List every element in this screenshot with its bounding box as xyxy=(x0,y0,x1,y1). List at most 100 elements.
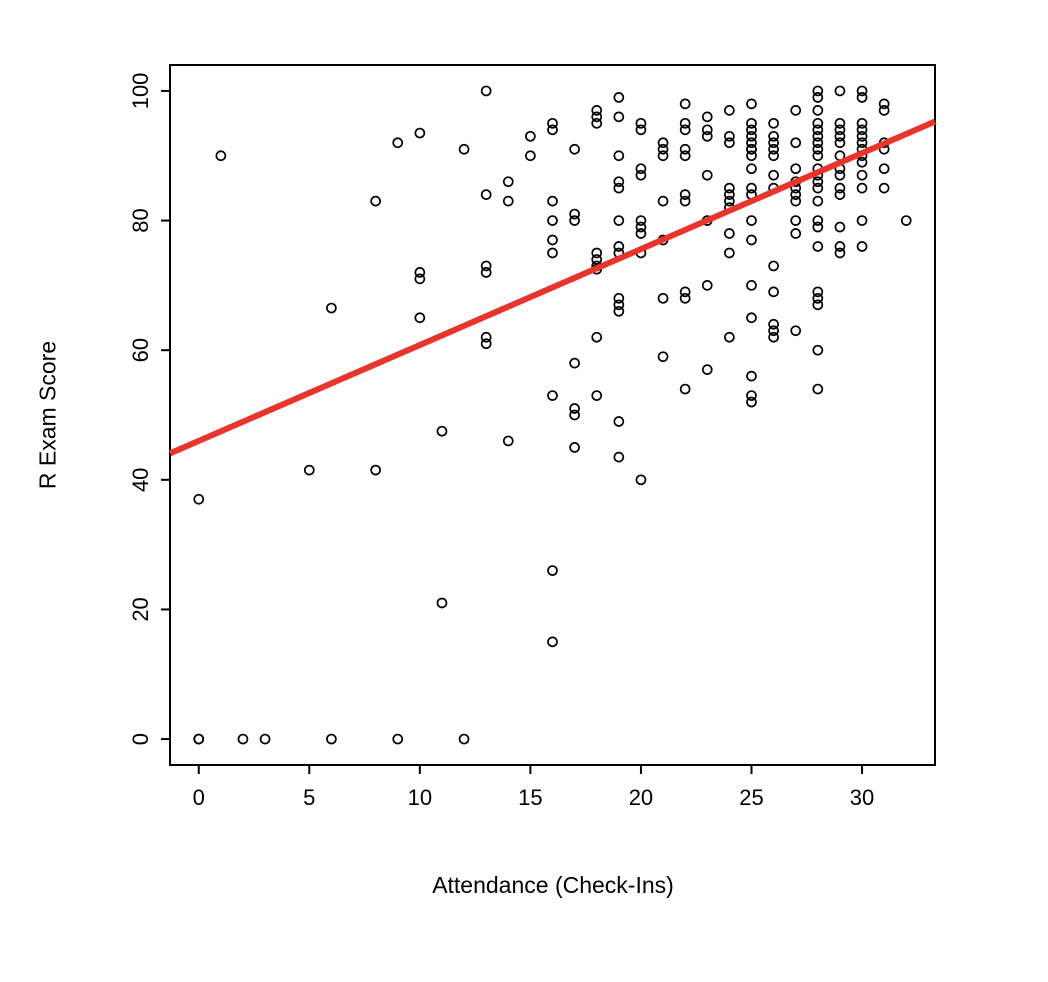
data-point xyxy=(613,150,625,162)
data-point xyxy=(591,254,603,265)
data-point xyxy=(502,195,514,207)
data-point xyxy=(812,299,824,311)
data-point xyxy=(834,241,846,252)
data-point xyxy=(768,325,779,337)
data-point xyxy=(746,182,757,194)
x-tick-label: 20 xyxy=(629,785,653,810)
data-point xyxy=(547,234,558,246)
data-point xyxy=(679,286,691,298)
data-point xyxy=(724,195,735,207)
data-point xyxy=(525,130,536,142)
data-point xyxy=(193,733,205,745)
data-point xyxy=(834,85,846,97)
data-point xyxy=(724,105,735,116)
data-point xyxy=(392,733,404,745)
y-tick-label: 60 xyxy=(128,338,153,362)
data-point xyxy=(768,130,779,142)
data-point xyxy=(569,215,580,226)
data-point xyxy=(525,150,536,162)
data-point xyxy=(569,403,580,414)
data-point xyxy=(834,247,846,259)
data-point xyxy=(746,390,757,401)
data-point xyxy=(259,733,271,745)
data-point xyxy=(724,182,735,194)
data-point xyxy=(768,169,779,181)
data-point xyxy=(436,425,448,437)
data-point xyxy=(237,733,249,745)
data-point xyxy=(856,215,868,226)
data-point xyxy=(834,137,846,149)
data-point xyxy=(613,92,625,103)
data-point xyxy=(768,286,779,298)
data-point xyxy=(569,409,580,421)
data-point xyxy=(635,169,647,181)
x-tick-label: 30 xyxy=(850,785,874,810)
data-point xyxy=(856,182,868,194)
data-point xyxy=(812,383,824,395)
data-point xyxy=(812,215,824,226)
data-point xyxy=(701,169,713,181)
data-point xyxy=(812,195,824,207)
data-point xyxy=(834,130,846,142)
data-point xyxy=(724,247,735,259)
data-point xyxy=(834,169,846,181)
data-point xyxy=(746,98,757,110)
y-tick-label: 100 xyxy=(128,73,153,110)
data-point xyxy=(547,636,558,648)
x-axis-title: Attendance (Check-Ins) xyxy=(432,872,674,898)
data-point xyxy=(768,318,779,330)
regression-line xyxy=(168,118,937,457)
data-point xyxy=(724,130,735,142)
data-point xyxy=(480,338,492,350)
data-point xyxy=(812,85,824,97)
data-point xyxy=(436,597,448,609)
data-point xyxy=(215,150,227,162)
data-point xyxy=(790,325,802,337)
data-point xyxy=(392,137,404,149)
data-point xyxy=(746,150,757,162)
data-point xyxy=(613,111,625,123)
data-point xyxy=(591,331,603,343)
data-point xyxy=(679,117,691,129)
data-point xyxy=(613,305,625,317)
data-point xyxy=(326,302,337,314)
x-tick-label: 10 xyxy=(408,785,432,810)
data-point xyxy=(547,117,558,129)
data-point xyxy=(679,383,691,395)
data-point xyxy=(746,143,757,155)
data-point xyxy=(768,150,779,162)
data-point xyxy=(591,247,603,259)
data-point xyxy=(613,176,625,188)
data-point xyxy=(768,137,779,149)
data-point xyxy=(878,105,890,116)
data-point xyxy=(326,733,337,745)
x-tick-label: 25 xyxy=(739,785,763,810)
data-point xyxy=(856,241,868,252)
data-point xyxy=(812,124,824,136)
data-point xyxy=(480,260,492,272)
data-point xyxy=(303,464,315,476)
data-point xyxy=(701,280,713,291)
data-point xyxy=(613,299,625,311)
data-point xyxy=(569,357,580,369)
data-point xyxy=(701,124,713,136)
data-point xyxy=(746,117,757,129)
data-point xyxy=(856,85,868,97)
data-point xyxy=(724,189,735,200)
x-tick-label: 0 xyxy=(193,785,205,810)
data-point xyxy=(768,143,779,155)
data-point xyxy=(878,182,890,194)
data-point xyxy=(746,396,757,408)
data-point xyxy=(724,228,735,239)
data-point xyxy=(657,137,669,149)
data-point xyxy=(724,331,735,343)
data-point xyxy=(790,163,802,175)
data-point xyxy=(834,189,846,200)
data-point xyxy=(746,163,757,175)
data-point xyxy=(790,228,802,239)
data-point xyxy=(657,195,669,207)
data-point xyxy=(657,292,669,304)
data-point xyxy=(679,195,691,207)
data-point xyxy=(480,267,492,278)
